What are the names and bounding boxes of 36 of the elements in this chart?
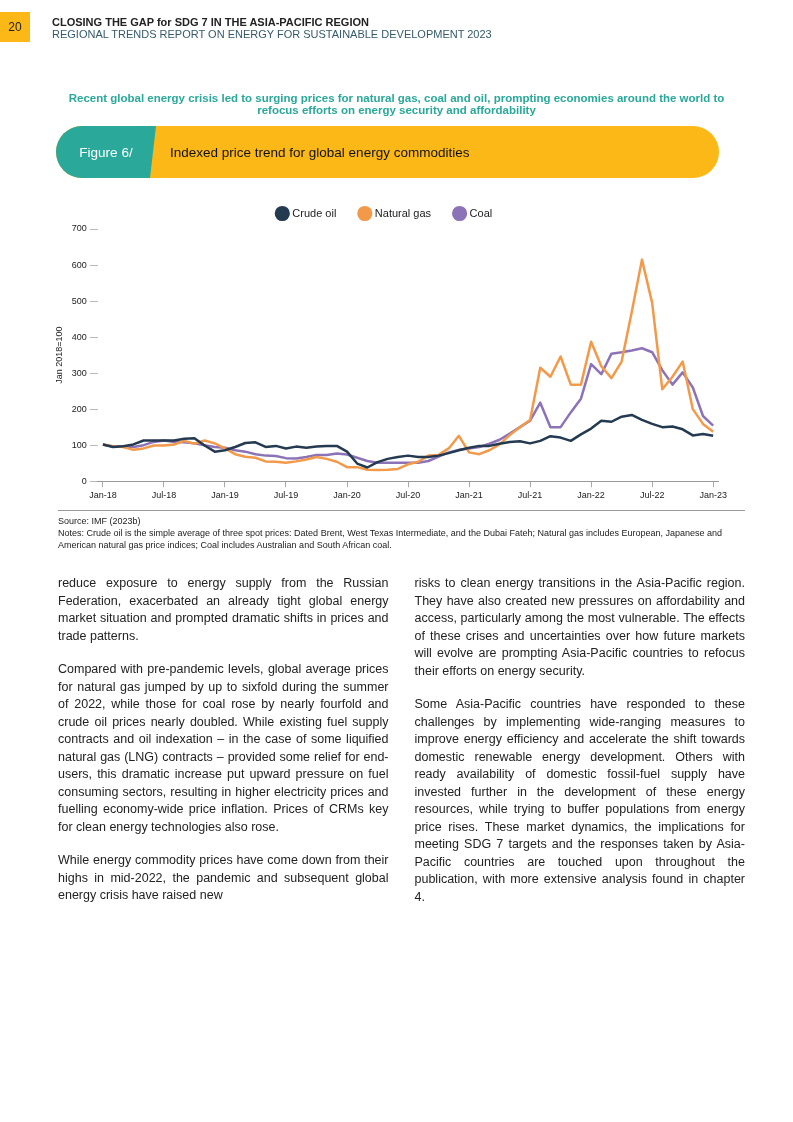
y-tick-label: 700 (71, 223, 87, 234)
text: Some Asia-Pacific countries have responded to these challenges by implementing wide-ranging measures to improve energy efficiency and accelerate the shift towards domestic renewable energy development. Others with ready availability of domestic fossil-fuel supply have invested further in the development of these energy resources, while trying to buffer populations from energy price rises. These market dynamics, the implications for meeting SDG 7 targets and the responses taken by Asia-Pacific countries are touched upon throughout the publication, with more extensive analysis found in chapter 4. (414, 697, 745, 904)
y-tick-label: 100 (71, 439, 87, 450)
y-tick-label: 200 (71, 403, 87, 414)
x-tick-label: Jan-19 (211, 490, 239, 501)
text: reduce exposure to energy supply from the Russian Federation, exacerbated an already tight global energy market situation and prompted dramatic shifts in prices and trade patterns. (58, 575, 389, 645)
y-axis-title: Jan 2018=100 (53, 326, 64, 384)
legend-label: Natural gas (374, 206, 432, 219)
caption: Figure 6/ (56, 126, 156, 178)
y-tick-label: 500 (71, 295, 87, 306)
chart-subtitle: Recent global energy crisis led to surging prices for natural gas, coal and oil, prompting economies around the world to refocus efforts on energy security and affordability (68, 92, 725, 116)
x-tick-label: Jul-22 (639, 490, 665, 501)
y-tick-label: 400 (71, 331, 87, 342)
text: REGIONAL TRENDS REPORT ON ENERGY FOR SUSTAINABLE DEVELOPMENT 2023 (52, 28, 492, 40)
x-tick-label: Jan-21 (455, 490, 483, 501)
y-tick-label: 0 (81, 475, 87, 486)
x-tick-label: Jul-20 (395, 490, 421, 501)
x-tick-label: Jul-19 (273, 490, 299, 501)
source-note: Source: IMF (2023b) (58, 515, 142, 527)
text: risks to clean energy transitions in the Asia-Pacific region. They have also created new pressures on affordability and access, particularly among the most vulnerable. The effects of these crises and uncertainties over how future markets will evolve are prompting Asia-Pacific countries to refocus their efforts on energy security. (414, 575, 745, 680)
text: While energy commodity prices have come down from their highs in mid-2022, the pandemic and subsequent global energy crisis have raised new (58, 852, 389, 904)
y-tick-label: 300 (71, 367, 87, 378)
x-tick-label: Jan-18 (89, 490, 117, 501)
y-tick-label: 600 (71, 259, 87, 270)
x-tick-label: Jan-23 (699, 490, 727, 501)
x-tick-label: Jan-22 (577, 490, 605, 501)
x-tick-label: Jul-21 (517, 490, 543, 501)
x-tick-label: Jan-20 (333, 490, 361, 501)
legend-label: Coal (469, 206, 493, 219)
text: Compared with pre-pandemic levels, global average prices for natural gas jumped by up to sixfold during the summer of 2022, while those for coal rose by nearly fourfold and crude oil prices nearly doubled. While existing fuel supply contracts and oil indexation – in the case of some liquified natural gas (LNG) contracts – provided some relief for end-users, this dramatic increase put upward pressure on fuel consuming sectors, resulting in higher electricity prices and fuelling economy-wide price inflation. Prices of CRMs key for clean energy technologies also rose. (58, 662, 389, 834)
legend-label: Crude oil (292, 206, 337, 219)
text: Notes: Crude oil is the simple average of three spot prices: Dated Brent, West Texas Intermediate, and the Dubai Fateh; Natural gas includes European, Japanese and American natural gas price indices; Coal includes Australian and South African coal. (58, 527, 724, 551)
chart-title: Indexed price trend for global energy commodities (170, 144, 470, 160)
text: 20 (0, 12, 30, 42)
x-tick-label: Jul-18 (151, 490, 177, 501)
text: CLOSING THE GAP for SDG 7 IN THE ASIA-PACIFIC REGION (52, 16, 370, 28)
